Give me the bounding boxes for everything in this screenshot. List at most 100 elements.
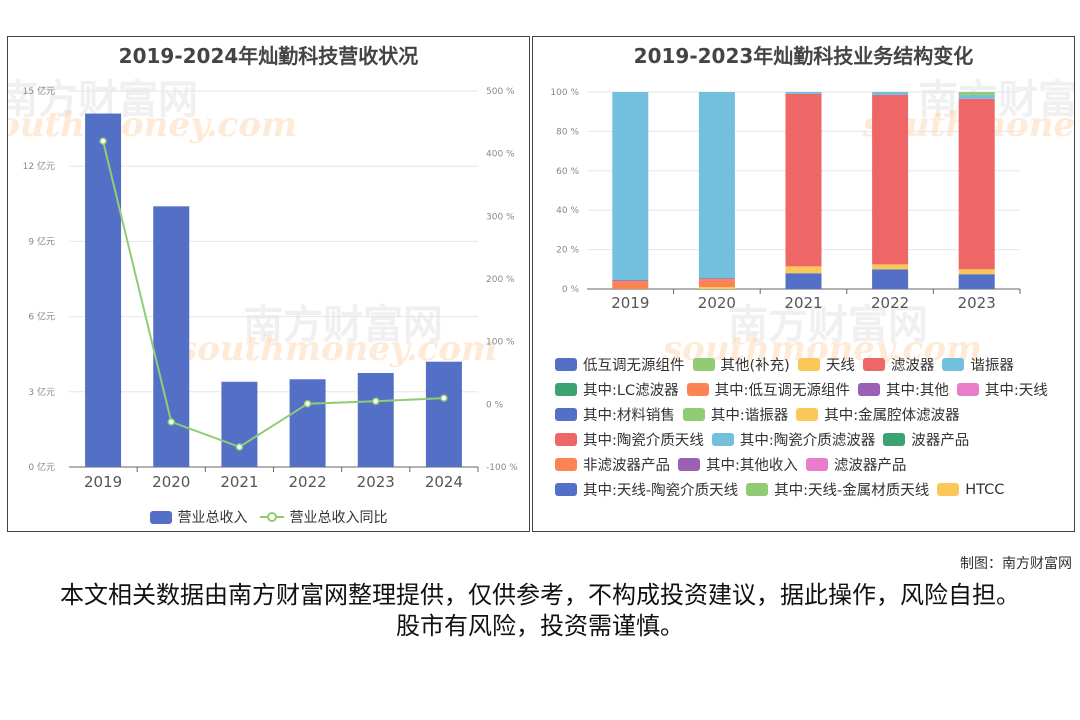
legend-label: 其他(补充) [720,358,790,374]
y2-tick-label: 0 % [486,400,504,410]
bar-segment-2019 [612,280,649,282]
y-tick-label: 15 亿元 [23,85,55,97]
legend-item[interactable]: 其他(补充) [692,355,790,374]
legend-item[interactable]: 谐振器 [942,355,1014,374]
legend-item[interactable]: 其中:低互调无源组件 [686,380,850,399]
legend-label: 谐振器 [970,358,1014,374]
legend-item[interactable]: 其中:谐振器 [682,405,788,424]
x-tick-label: 2020 [698,294,736,312]
bar-segment-2019 [612,281,649,289]
bar-segment-2023 [958,274,995,289]
legend-label: 其中:天线-金属材质天线 [774,483,930,499]
legend-swatch [692,358,715,371]
bar-2022 [289,379,326,467]
legend-label: 其中:天线-陶瓷介质天线 [583,483,739,499]
x-tick-label: 2021 [220,473,258,491]
legend-item[interactable]: 波器产品 [883,430,969,449]
legend-swatch [942,358,965,371]
legend-swatch [555,433,577,446]
y-tick-label: 0 % [562,285,580,295]
legend-label: 其中:陶瓷介质天线 [583,433,704,449]
y-tick-label: 20 % [556,246,579,256]
bar-segment-2021 [785,273,822,289]
y-tick-label: 6 亿元 [28,311,55,323]
y2-tick-label: 100 % [486,338,515,348]
chart-title: 2019-2024年灿勤科技营收状况 [118,44,419,68]
legend-swatch [862,358,885,371]
x-tick-label: 2022 [871,294,909,312]
legend-item[interactable]: 其中:其他收入 [678,455,798,474]
chart-title: 2019-2023年灿勤科技业务结构变化 [633,44,974,68]
business-structure-panel: 南方财富网 southmoney.com 南方财富网 southmoney.co… [532,36,1075,532]
legend-item[interactable]: 其中:陶瓷介质天线 [555,430,704,449]
legend-label: 滤波器 [890,358,935,374]
yoy-point-2020 [167,418,175,426]
legend-swatch [555,458,577,471]
legend-swatch [857,383,880,396]
legend-item[interactable]: 其中:陶瓷介质滤波器 [711,430,876,449]
legend-swatch [956,383,979,396]
legend-label: 非滤波器产品 [583,458,670,474]
bar-segment-2023 [958,269,995,275]
y-tick-label: 100 % [550,88,579,98]
legend-swatch [555,358,577,371]
legend-item[interactable]: 其中:天线-陶瓷介质天线 [555,480,738,499]
revenue-chart-canvas: 0 亿元 3 亿元 6 亿元 9 亿元 12 亿元 15 亿元 -100 % 0 % 100 %… [23,85,519,491]
legend-item[interactable]: 滤波器 [862,355,935,374]
x-tick-label: 2022 [288,473,326,491]
bar-segment-2021 [785,93,822,267]
legend-item[interactable]: HTCC [937,480,1004,499]
x-tick-label: 2019 [611,294,649,312]
legend-item[interactable]: 其中:天线 [956,380,1048,399]
bar-segment-2021 [785,92,822,94]
legend-label: 其中:陶瓷介质滤波器 [739,433,876,449]
legend-item[interactable]: 其中:金属腔体滤波器 [796,405,960,424]
y-tick-label: 40 % [556,206,579,216]
legend-label: 波器产品 [911,433,970,449]
y-tick-label: 12 亿元 [23,160,55,172]
legend-label: 营业总收入 [177,510,248,526]
legend-swatch [555,383,577,396]
legend-item[interactable]: 其中:其他 [857,380,949,399]
legend-item[interactable]: 低互调无源组件 [555,355,685,374]
legend-item[interactable]: 其中:LC滤波器 [555,380,679,399]
legend-swatch [796,408,819,421]
legend-item[interactable]: 其中:天线-金属材质天线 [746,480,929,499]
legend-label: 滤波器产品 [833,458,907,474]
x-tick-label: 2021 [784,294,822,312]
y2-tick-label: -100 % [486,463,518,473]
legend-item[interactable]: 滤波器产品 [805,455,907,474]
bar-segment-2023 [958,98,995,270]
legend-swatch [937,483,960,496]
structure-chart-canvas: 0 % 20 % 40 % 60 % 80 % 100 % 2019 2020 2021 2022… [550,88,1021,312]
bar-segment-2022 [872,264,909,270]
legend-item[interactable]: 其中:材料销售 [555,405,675,424]
bar-segment-2022 [872,94,909,265]
legend-swatch [555,408,577,421]
legend-item[interactable]: 非滤波器产品 [555,455,670,474]
bar-segment-2020 [698,279,735,288]
legend-item[interactable]: 天线 [797,355,855,374]
yoy-line [102,140,444,449]
legend-item-yoy[interactable]: 营业总收入同比 [259,507,388,527]
legend-swatch [149,510,172,524]
chart-credit: 制图：南方财富网 [960,556,1072,572]
legend-line-icon [259,512,284,522]
y-tick-label: 0 亿元 [28,461,55,473]
legend-item-revenue[interactable]: 营业总收入 [149,507,248,527]
y-tick-label: 60 % [556,167,579,177]
bar-2021 [221,381,258,467]
bar-segment-2021 [785,266,822,274]
legend-swatch [678,458,700,471]
chart-legend: 低互调无源组件 其他(补充) 天线 滤波器 谐振器 其中:LC滤波器 其中:低互调无源组件其… [555,355,1065,499]
x-tick-label: 2024 [425,473,463,491]
legend-swatch [883,433,906,446]
bar-2023 [357,373,394,467]
legend-label: 营业总收入同比 [289,510,388,526]
legend-label: 低互调无源组件 [583,358,685,374]
legend-label: 其中:其他 [885,383,949,399]
x-tick-label: 2019 [84,473,122,491]
bar-segment-2023 [958,92,995,95]
yoy-point-2024 [440,394,448,402]
bar-segment-2022 [872,269,909,289]
